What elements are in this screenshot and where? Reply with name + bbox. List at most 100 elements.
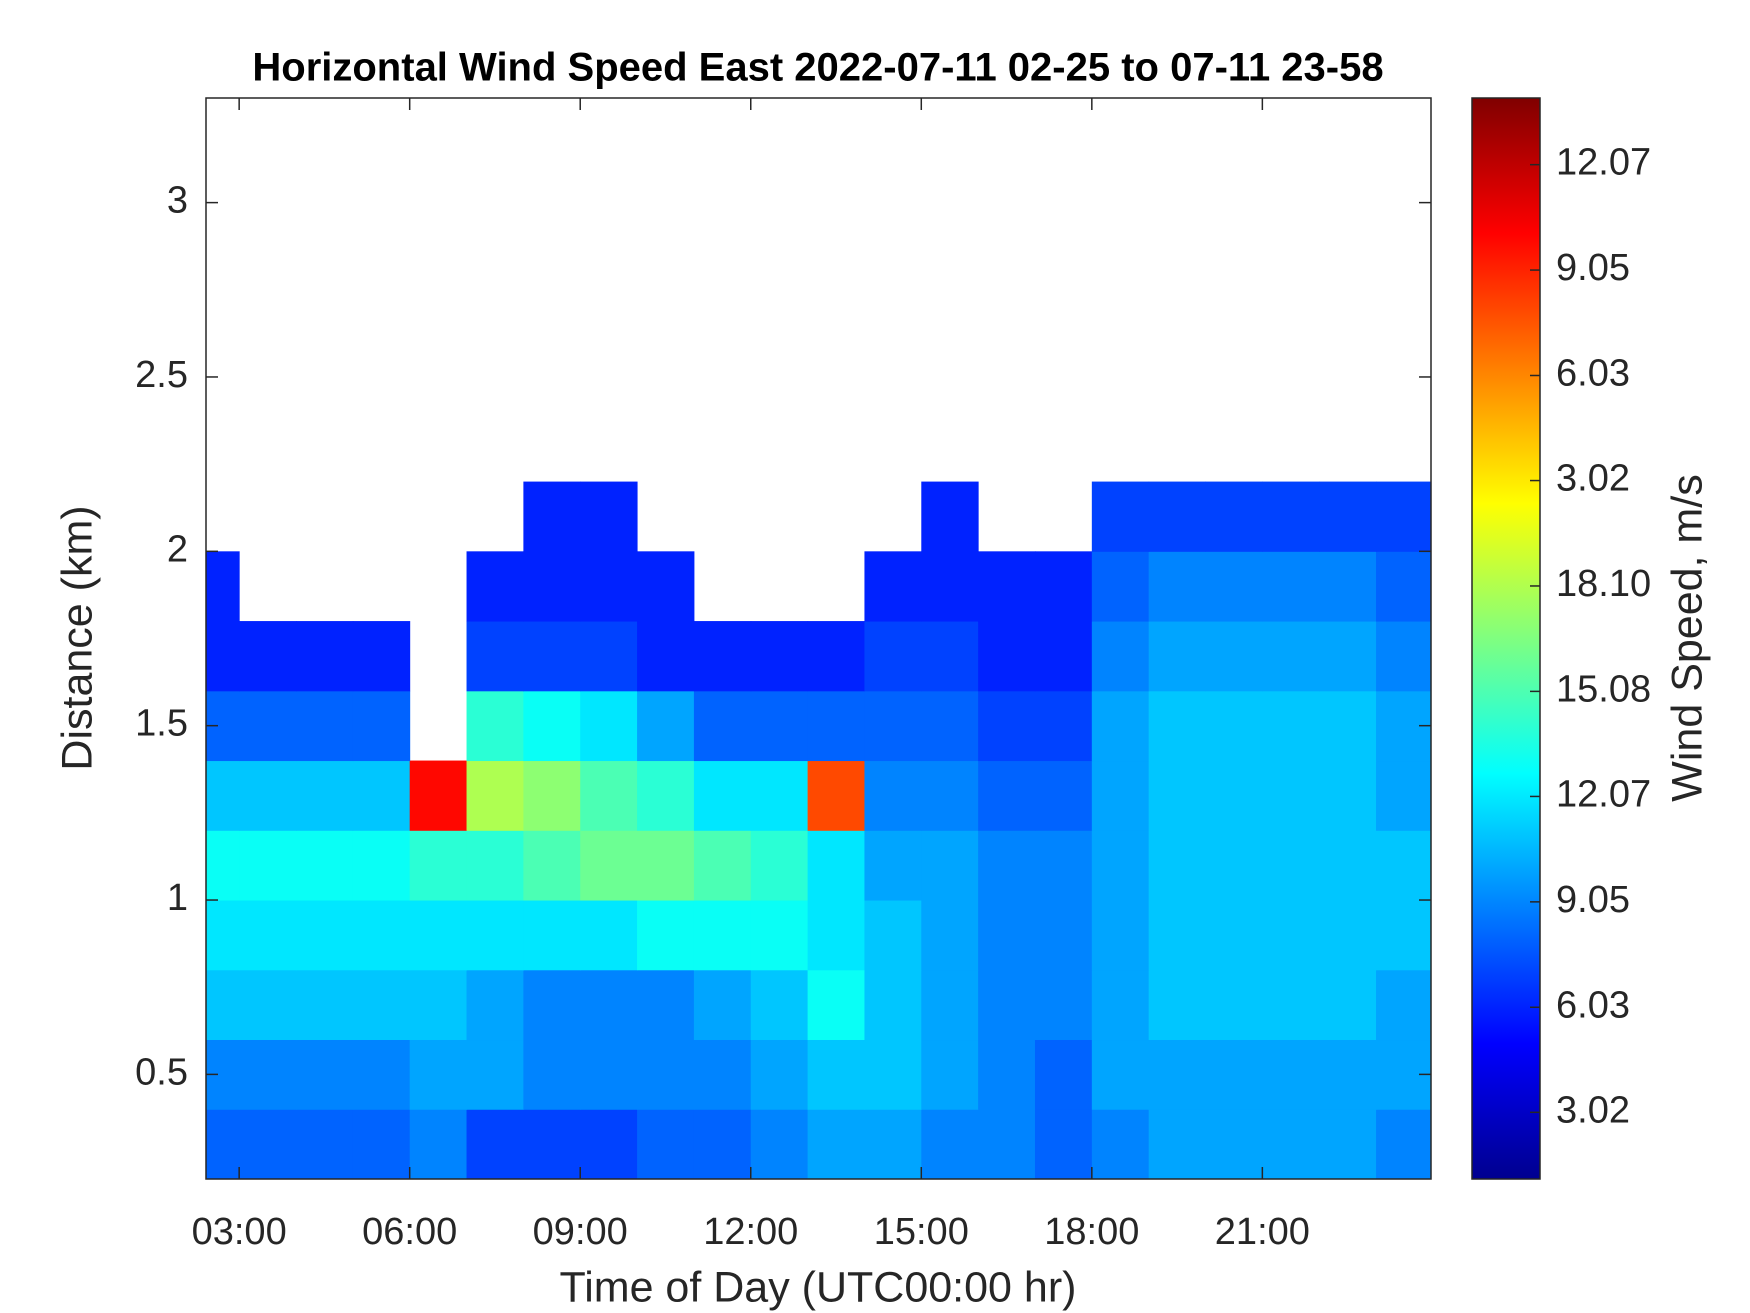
y-tick-label: 2.5: [135, 354, 188, 396]
heatmap-cell: [921, 551, 979, 622]
heatmap-cell: [1319, 830, 1377, 901]
heatmap-cell: [1262, 760, 1320, 831]
x-axis-label: Time of Day (UTC00:00 hr): [560, 1263, 1077, 1311]
heatmap-cell: [580, 830, 638, 901]
heatmap-cell: [523, 621, 581, 692]
heatmap-cell: [637, 760, 695, 831]
heatmap-cell: [409, 900, 468, 971]
heatmap-cell: [580, 1109, 638, 1179]
heatmap-cell: [1091, 969, 1150, 1041]
heatmap-cell: [864, 1039, 922, 1110]
heatmap-cell: [409, 969, 468, 1041]
heatmap-cell: [239, 969, 297, 1041]
heatmap-cell: [296, 830, 354, 901]
heatmap-cell: [1319, 760, 1377, 831]
heatmap-cell: [523, 969, 581, 1041]
heatmap-cell: [921, 830, 979, 901]
heatmap-cell: [1034, 969, 1093, 1041]
heatmap-cell: [206, 551, 240, 622]
heatmap-cell: [296, 690, 354, 762]
heatmap-cell: [807, 760, 865, 831]
heatmap-cell: [864, 900, 922, 971]
heatmap-cell: [523, 551, 581, 622]
heatmap-cell: [807, 1039, 865, 1110]
heatmap-cell: [1319, 690, 1377, 762]
heatmap-cell: [206, 969, 240, 1041]
heatmap-cell: [750, 1039, 809, 1110]
heatmap-cell: [580, 551, 638, 622]
heatmap-cell: [580, 900, 638, 971]
heatmap-cell: [1205, 551, 1263, 622]
heatmap-cell: [637, 900, 695, 971]
x-tick-label: 03:00: [192, 1211, 287, 1253]
heatmap-cell: [1091, 830, 1150, 901]
heatmap-cell: [580, 690, 638, 762]
x-tick-label: 15:00: [874, 1211, 969, 1253]
heatmap-cell: [978, 969, 1036, 1041]
heatmap-cell: [466, 830, 524, 901]
heatmap-cell: [1205, 1039, 1263, 1110]
heatmap-cell: [978, 690, 1036, 762]
heatmap-cell: [1091, 1039, 1150, 1110]
heatmap-cell: [1148, 760, 1207, 831]
heatmap-cell: [1148, 621, 1207, 692]
heatmap-cell: [693, 621, 752, 692]
heatmap-cell: [864, 621, 922, 692]
heatmap-cell: [1262, 900, 1320, 971]
heatmap-cell: [1148, 900, 1207, 971]
heatmap-cell: [1376, 830, 1431, 901]
heatmap-cell: [409, 1109, 468, 1179]
heatmap-cell: [1034, 1039, 1093, 1110]
heatmap-cell: [864, 551, 922, 622]
heatmap-cell: [1376, 481, 1431, 552]
heatmap-cell: [206, 760, 240, 831]
y-tick-label: 0.5: [135, 1051, 188, 1093]
heatmap-cell: [978, 760, 1036, 831]
colorbar-tick-label: 12.07: [1556, 142, 1651, 184]
heatmap-cell: [921, 969, 979, 1041]
heatmap-cell: [637, 1039, 695, 1110]
colorbar-tick-label: 6.03: [1556, 984, 1630, 1026]
heatmap-cell: [750, 621, 809, 692]
heatmap-cell: [864, 690, 922, 762]
colorbar-tick-label: 3.02: [1556, 458, 1630, 500]
heatmap-cell: [693, 690, 752, 762]
colorbar-tick-label: 15.08: [1556, 668, 1651, 710]
heatmap-cell: [978, 1039, 1036, 1110]
heatmap-cell: [1034, 690, 1093, 762]
heatmap-cell: [693, 1039, 752, 1110]
heatmap-cell: [296, 1109, 354, 1179]
y-tick-label: 1.5: [135, 703, 188, 745]
heatmap-cell: [466, 969, 524, 1041]
heatmap-cell: [352, 830, 411, 901]
colorbar: [1471, 97, 1541, 1180]
heatmap-cell: [978, 900, 1036, 971]
heatmap-cell: [978, 551, 1036, 622]
y-tick-label: 3: [167, 180, 188, 222]
heatmap-cell: [1205, 830, 1263, 901]
heatmap-cell: [750, 969, 809, 1041]
heatmap-cell: [1034, 551, 1093, 622]
heatmap-cell: [296, 900, 354, 971]
heatmap-cell: [206, 621, 240, 692]
heatmap-cell: [693, 760, 752, 831]
plot-frame: [205, 97, 1432, 1180]
heatmap-cell: [1205, 900, 1263, 971]
heatmap-cell: [921, 690, 979, 762]
heatmap-cell: [523, 830, 581, 901]
heatmap-cell: [921, 481, 979, 552]
heatmap-cell: [1262, 830, 1320, 901]
heatmap-cell: [466, 1109, 524, 1179]
heatmap-cell: [693, 900, 752, 971]
heatmap-cell: [466, 1039, 524, 1110]
heatmap-cell: [1034, 1109, 1093, 1179]
heatmap-cell: [864, 1109, 922, 1179]
heatmap-cell: [1148, 551, 1207, 622]
heatmap-cell: [296, 969, 354, 1041]
heatmap-cell: [864, 830, 922, 901]
heatmap-cell: [1319, 1109, 1377, 1179]
heatmap-cell: [1262, 481, 1320, 552]
heatmap-cell: [1205, 621, 1263, 692]
heatmap-cell: [807, 830, 865, 901]
heatmap-cell: [1148, 481, 1207, 552]
